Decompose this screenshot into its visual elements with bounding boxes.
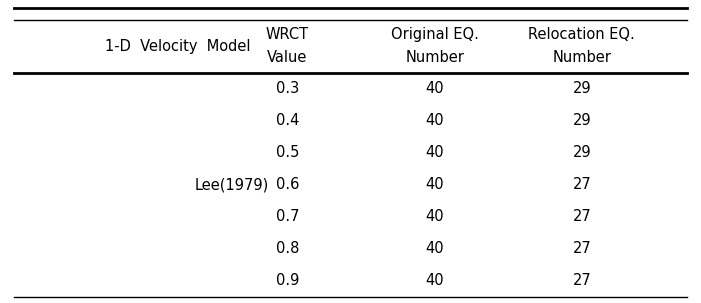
Text: 0.9: 0.9 xyxy=(275,273,299,288)
Text: 1-D  Velocity  Model: 1-D Velocity Model xyxy=(105,39,251,54)
Text: 0.4: 0.4 xyxy=(275,113,299,128)
Text: 29: 29 xyxy=(573,113,591,128)
Text: 0.6: 0.6 xyxy=(275,177,299,192)
Text: 27: 27 xyxy=(573,273,591,288)
Text: Relocation EQ.: Relocation EQ. xyxy=(529,27,635,42)
Text: 27: 27 xyxy=(573,241,591,256)
Text: Number: Number xyxy=(405,50,464,65)
Text: 40: 40 xyxy=(426,145,444,160)
Text: 27: 27 xyxy=(573,177,591,192)
Text: 0.5: 0.5 xyxy=(275,145,299,160)
Text: Number: Number xyxy=(552,50,611,65)
Text: Original EQ.: Original EQ. xyxy=(390,27,479,42)
Text: 27: 27 xyxy=(573,209,591,224)
Text: 40: 40 xyxy=(426,273,444,288)
Text: 0.7: 0.7 xyxy=(275,209,299,224)
Text: 0.8: 0.8 xyxy=(275,241,299,256)
Text: 40: 40 xyxy=(426,177,444,192)
Text: Value: Value xyxy=(267,50,308,65)
Text: Lee(1979): Lee(1979) xyxy=(194,177,268,192)
Text: 0.3: 0.3 xyxy=(275,81,299,96)
Text: 29: 29 xyxy=(573,145,591,160)
Text: 40: 40 xyxy=(426,241,444,256)
Text: 40: 40 xyxy=(426,81,444,96)
Text: 40: 40 xyxy=(426,209,444,224)
Text: 29: 29 xyxy=(573,81,591,96)
Text: WRCT: WRCT xyxy=(266,27,309,42)
Text: 40: 40 xyxy=(426,113,444,128)
